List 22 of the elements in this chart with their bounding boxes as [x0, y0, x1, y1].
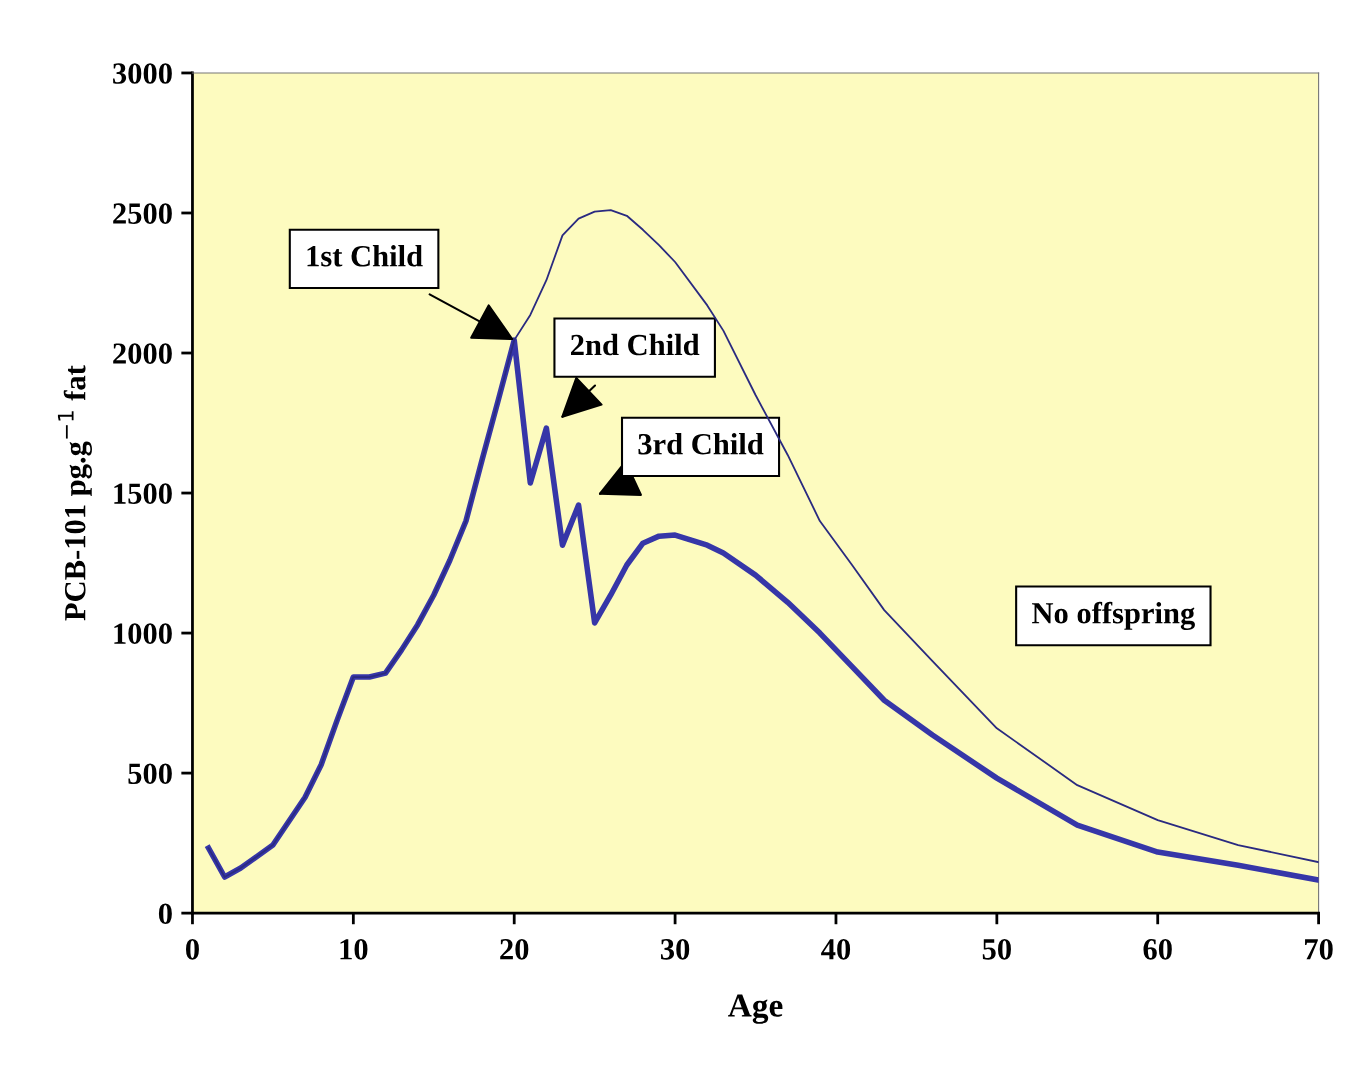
annotation: 1st Child	[307, 245, 423, 267]
x-tick-label: 60	[1143, 939, 1172, 960]
x-tick-label: 10	[340, 939, 368, 960]
y-tick-label: 2500	[113, 203, 172, 224]
y-tick-label: 1500	[114, 483, 172, 504]
x-tick-label: 50	[982, 939, 1011, 960]
line-series	[207, 209, 1319, 878]
y-tick-label: 3000	[113, 63, 172, 84]
y-axis-title: PCB-101 pg.g$^{−1}$ fat	[57, 365, 92, 621]
annotation: 3rd Child	[638, 432, 764, 455]
y-tick-label: 2000	[113, 343, 172, 364]
x-tick-label: 20	[500, 939, 529, 960]
x-axis-title: Age	[728, 994, 783, 1024]
x-tick-label: 0	[185, 939, 199, 960]
x-tick-label: 30	[660, 939, 690, 960]
text: No offspring	[1032, 601, 1195, 631]
y-tick-label: 0	[158, 903, 172, 925]
y-tick-label: 500	[128, 763, 172, 784]
y-tick-label: 1000	[114, 623, 172, 644]
x-tick-label: 70	[1305, 939, 1333, 960]
annotation: 2nd Child	[571, 333, 700, 356]
x-tick-label: 40	[821, 939, 851, 960]
